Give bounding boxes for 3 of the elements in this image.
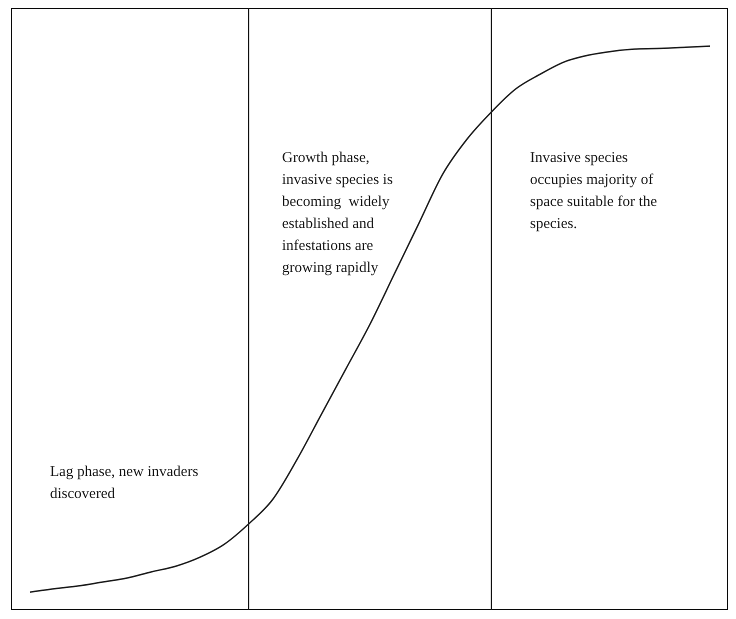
annotation: Lag phase, new invaders discovered	[50, 463, 200, 504]
annotation: Invasive species occupies majority of space suitable for the species.	[530, 149, 658, 234]
annotation: Growth phase, invasive species is becoming widely established and infestations are growing rapidly	[282, 149, 394, 278]
